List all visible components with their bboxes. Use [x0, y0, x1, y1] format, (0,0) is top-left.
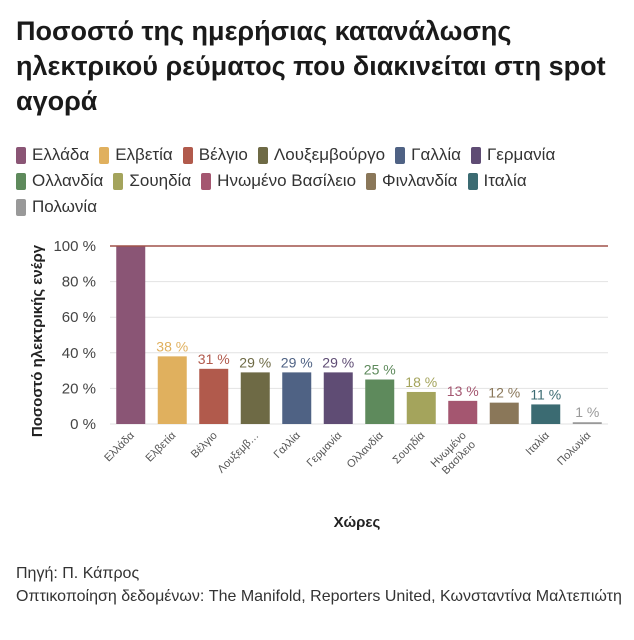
- x-tick-label: ΗνωμένοΒασίλειο: [429, 430, 478, 479]
- x-tick-label: Γερμανία: [305, 429, 345, 469]
- bar-chart: 0 % 20 % 40 % 60 % 80 % 100 % Ελλάδα 38 % Ελβετί…: [29, 238, 608, 531]
- legend-item[interactable]: Σουηδία: [113, 172, 191, 190]
- bar: [116, 246, 146, 424]
- legend-label: Ελβετία: [115, 145, 173, 164]
- legend-item[interactable]: Ολλανδία: [16, 172, 103, 190]
- legend-swatch: [99, 146, 110, 164]
- y-tick-label: 20 %: [62, 380, 96, 397]
- data-label: 18 %: [405, 374, 437, 390]
- legend-label: Φινλανδία: [382, 171, 458, 190]
- bar: [323, 372, 353, 424]
- y-tick-label: 80 %: [62, 274, 96, 291]
- legend-swatch: [257, 146, 268, 164]
- legend-item[interactable]: Γαλλία: [395, 146, 461, 164]
- data-label: 29 %: [281, 354, 313, 370]
- data-label: 11 %: [530, 386, 561, 402]
- bar: [489, 402, 519, 424]
- bar: [365, 379, 395, 424]
- legend-label: Ολλανδία: [32, 171, 104, 190]
- bar: [157, 356, 187, 424]
- y-tick-label: 100 %: [53, 238, 96, 255]
- source-line: Πηγή: Π. Κάπρος: [16, 565, 140, 582]
- bar: [199, 368, 229, 424]
- legend-item[interactable]: Ηνωμένο Βασίλειο: [201, 172, 356, 190]
- legend-swatch: [395, 146, 406, 164]
- x-tick-label: Σουηδία: [391, 429, 428, 466]
- legend-swatch: [470, 146, 481, 164]
- legend-label: Ηνωμένο Βασίλειο: [217, 171, 357, 190]
- x-tick-label: Λουξεμβ…: [215, 430, 261, 476]
- legend-item[interactable]: Ελλάδα: [16, 146, 89, 164]
- data-label: 1 %: [575, 404, 599, 420]
- bar: [282, 372, 312, 424]
- legend-item[interactable]: Γερμανία: [470, 145, 556, 164]
- data-label: 29 %: [322, 354, 354, 370]
- legend-swatch: [182, 146, 193, 164]
- bar: [531, 404, 561, 424]
- source-note: Πηγή: Π. Κάπρος Οπτικοποίηση δεδομένων: …: [16, 562, 626, 608]
- legend-item[interactable]: Φινλανδία: [366, 171, 458, 190]
- x-tick-label: Ελλάδα: [102, 429, 137, 464]
- y-tick-label: 0 %: [70, 416, 96, 433]
- legend-swatch: [366, 172, 377, 190]
- data-label: 38 %: [156, 338, 188, 354]
- legend-item[interactable]: Βέλγιο: [182, 145, 248, 164]
- x-tick-label: Ελβετία: [144, 429, 179, 464]
- legend-swatch: [16, 146, 26, 164]
- credits-line: Οπτικοποίηση δεδομένων: The Manifold, Re…: [16, 588, 622, 605]
- data-label: 29 %: [239, 354, 271, 370]
- y-tick-label: 60 %: [62, 309, 96, 326]
- bar: [240, 372, 270, 424]
- legend-label: Γαλλία: [411, 145, 461, 164]
- legend: Ελλάδα Ελβετία Βέλγιο Λουξεμβούργο Γαλλία Γερ…: [16, 146, 616, 216]
- legend-swatch: [467, 172, 478, 190]
- data-label: 13 %: [447, 383, 479, 399]
- x-tick-label: Βέλγιο: [189, 430, 220, 461]
- legend-item[interactable]: Ελβετία: [99, 146, 173, 164]
- legend-swatch: [16, 172, 26, 190]
- x-axis-title: Χώρες: [334, 514, 381, 531]
- chart-title: Ποσοστό της ημερήσιας κατανάλωσης ηλεκτρ…: [16, 16, 606, 116]
- legend-swatch: [201, 172, 212, 190]
- bar: [406, 391, 436, 424]
- legend-label: Ελλάδα: [32, 145, 90, 164]
- legend-swatch: [113, 172, 124, 190]
- data-label: 12 %: [488, 385, 520, 401]
- legend-swatch: [16, 198, 26, 216]
- legend-label: Πολωνία: [32, 197, 98, 216]
- data-label: 31 %: [198, 351, 230, 367]
- legend-item[interactable]: Λουξεμβούργο: [257, 145, 386, 164]
- legend-label: Λουξεμβούργο: [273, 145, 386, 164]
- legend-label: Σουηδία: [129, 171, 192, 190]
- x-tick-label: Ιταλία: [524, 429, 553, 458]
- legend-item[interactable]: Πολωνία: [16, 198, 97, 216]
- y-tick-label: 40 %: [62, 345, 96, 362]
- legend-label: Βέλγιο: [198, 145, 248, 164]
- x-tick-label: Γαλλία: [272, 429, 304, 461]
- legend-item[interactable]: Ιταλία: [467, 171, 527, 190]
- y-axis-title: Ποσοστό ηλεκτρικής ενέργ: [29, 244, 46, 437]
- legend-label: Γερμανία: [486, 145, 556, 164]
- bar: [572, 422, 602, 424]
- x-tick-label: Ολλανδία: [345, 429, 387, 471]
- legend-label: Ιταλία: [483, 171, 527, 190]
- data-label: 25 %: [364, 362, 396, 378]
- x-tick-label: Πολωνία: [555, 429, 594, 468]
- bar: [448, 400, 478, 424]
